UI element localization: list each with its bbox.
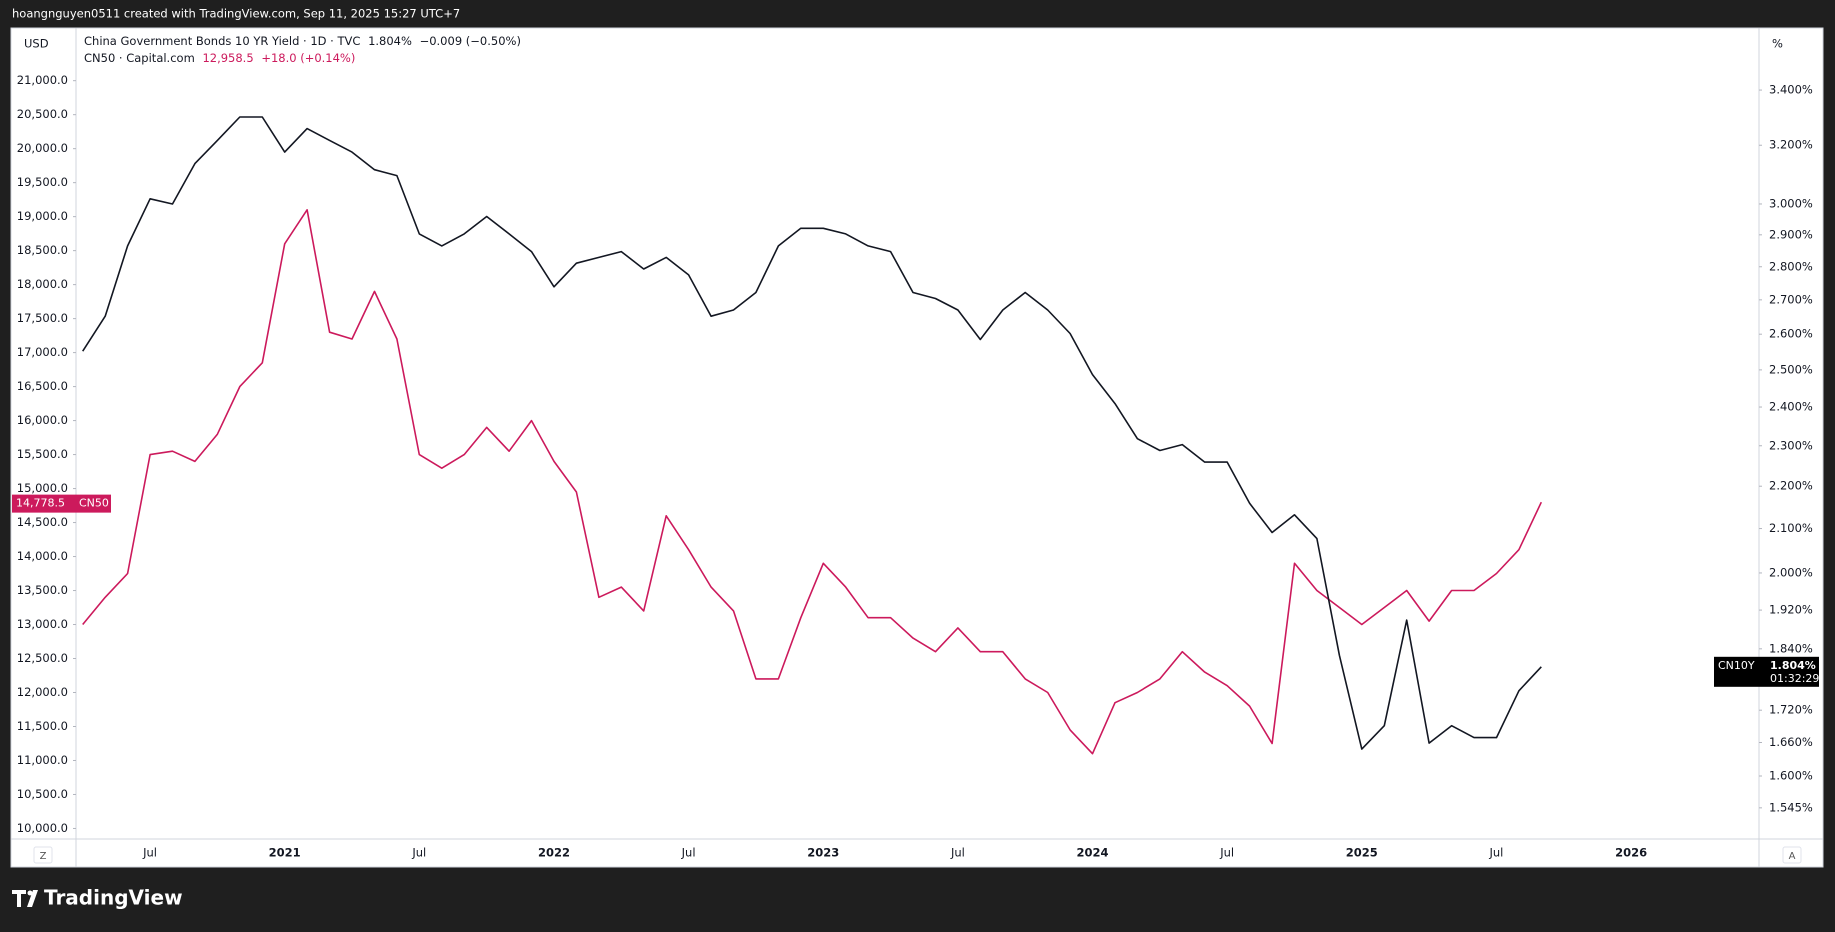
y2-tick-label: 2.400%: [1769, 400, 1813, 414]
y2-tick-label: 2.900%: [1769, 227, 1813, 241]
y2-tick-label: 2.000%: [1769, 565, 1813, 579]
y-tick-label: 21,000.0: [17, 73, 68, 87]
y-tick-label: 19,500.0: [17, 175, 68, 189]
y2-tick-label: 1.600%: [1769, 769, 1813, 783]
price-tag-countdown: 01:32:29: [1770, 672, 1819, 685]
price-tag-value: 1.804%: [1770, 659, 1816, 672]
x-tick-label: Jul: [1489, 846, 1504, 860]
x-tick-label: Jul: [142, 846, 157, 860]
x-tick-label: Jul: [1219, 846, 1234, 860]
logo-dot: [27, 890, 33, 896]
y2-tick-label: 2.800%: [1769, 259, 1813, 273]
scale-button-label[interactable]: Z: [40, 851, 47, 862]
x-tick-label: 2023: [807, 846, 839, 860]
legend-value: 12,958.5: [202, 51, 253, 65]
brand-name: TradingView: [44, 886, 183, 910]
auto-button[interactable]: [1782, 846, 1802, 864]
y-tick-label: 12,500.0: [17, 651, 68, 665]
auto-button-label[interactable]: A: [1789, 851, 1796, 862]
y2-tick-label: 1.920%: [1769, 603, 1813, 617]
x-tick-label: 2021: [269, 846, 301, 860]
legend-change: +18.0 (+0.14%): [261, 51, 355, 65]
y-tick-label: 20,000.0: [17, 141, 68, 155]
y-tick-label: 13,500.0: [17, 583, 68, 597]
price-tag: [12, 494, 111, 513]
x-tick-label: 2022: [538, 846, 570, 860]
y-tick-label: 14,500.0: [17, 515, 68, 529]
price-tag-symbol: CN10Y: [1718, 659, 1755, 672]
brand-logo: TradingView: [12, 886, 183, 910]
y2-unit: %: [1772, 37, 1783, 51]
y2-tick-label: 2.600%: [1769, 327, 1813, 341]
y-tick-label: 17,000.0: [17, 345, 68, 359]
series-line: [82, 116, 1542, 750]
y2-tick-label: 3.200%: [1769, 138, 1813, 152]
y2-tick-label: 2.200%: [1769, 479, 1813, 493]
y2-tick-label: 1.545%: [1769, 800, 1813, 814]
y-tick-label: 14,000.0: [17, 549, 68, 563]
x-tick-label: Jul: [411, 846, 426, 860]
y-tick-label: 18,500.0: [17, 243, 68, 257]
y-tick-label: 10,500.0: [17, 787, 68, 801]
legend-value: 1.804%: [368, 34, 412, 48]
legend-change: −0.009 (−0.50%): [420, 34, 521, 48]
y-tick-label: 12,000.0: [17, 685, 68, 699]
y-tick-label: 11,000.0: [17, 753, 68, 767]
header-text: hoangnguyen0511 created with TradingView…: [12, 7, 460, 21]
y2-tick-label: 1.840%: [1769, 641, 1813, 655]
price-tag-value: 14,778.5: [16, 497, 65, 510]
y-tick-label: 15,000.0: [17, 481, 68, 495]
x-tick-label: Jul: [950, 846, 965, 860]
y-tick-label: 11,500.0: [17, 719, 68, 733]
y2-tick-label: 2.100%: [1769, 521, 1813, 535]
x-tick-label: 2026: [1615, 846, 1647, 860]
price-tag-symbol: CN50: [79, 497, 109, 510]
y-tick-label: 16,500.0: [17, 379, 68, 393]
legend-line-1: China Government Bonds 10 YR Yield · 1D …: [84, 34, 521, 48]
x-tick-label: 2025: [1346, 846, 1378, 860]
y2-tick-label: 1.660%: [1769, 735, 1813, 749]
y-tick-label: 13,000.0: [17, 617, 68, 631]
price-tag: [1714, 656, 1819, 687]
x-tick-label: 2024: [1077, 846, 1109, 860]
y-tick-label: 18,000.0: [17, 277, 68, 291]
y2-tick-label: 1.720%: [1769, 703, 1813, 717]
y-tick-label: 20,500.0: [17, 107, 68, 121]
y-unit: USD: [24, 37, 49, 51]
chart-panel: [10, 27, 1824, 868]
legend-name: China Government Bonds 10 YR Yield · 1D …: [84, 34, 360, 48]
x-tick-label: Jul: [681, 846, 696, 860]
scale-button[interactable]: [33, 846, 53, 864]
y-tick-label: 10,000.0: [17, 821, 68, 835]
y-tick-label: 19,000.0: [17, 209, 68, 223]
y2-tick-label: 2.300%: [1769, 438, 1813, 452]
y2-tick-label: 2.500%: [1769, 362, 1813, 376]
y2-tick-label: 3.000%: [1769, 196, 1813, 210]
y-tick-label: 15,500.0: [17, 447, 68, 461]
series-line: [82, 209, 1543, 755]
y2-tick-label: 2.700%: [1769, 292, 1813, 306]
y2-tick-label: 3.400%: [1769, 83, 1813, 97]
legend-line-2: CN50 · Capital.com 12,958.5 +18.0 (+0.14…: [84, 51, 355, 65]
y-tick-label: 17,500.0: [17, 311, 68, 325]
legend-name: CN50 · Capital.com: [84, 51, 195, 65]
y-tick-label: 16,000.0: [17, 413, 68, 427]
